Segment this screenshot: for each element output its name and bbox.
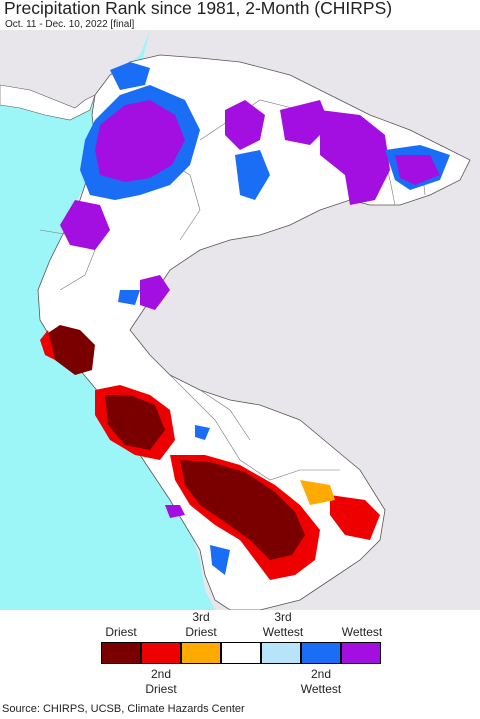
dry-anomaly-south: [40, 325, 380, 580]
source-credit: Source: CHIRPS, UCSB, Climate Hazards Ce…: [2, 703, 245, 715]
legend-label-3rd-wettest: 3rd Wettest: [262, 610, 304, 639]
legend-label-2nd-wettest: 2nd Wettest: [300, 667, 342, 696]
wet-anomaly-north: [60, 62, 450, 310]
central-america-land: [0, 30, 150, 108]
legend-label-wettest: Wettest: [341, 625, 383, 639]
panama-land: [0, 84, 96, 121]
legend-swatch-3rd-wettest: [261, 642, 301, 664]
legend-swatch-2nd-wettest: [301, 642, 341, 664]
legend-swatch-normal: [221, 642, 261, 664]
legend-label-driest: Driest: [105, 625, 137, 639]
legend-swatch-driest: [101, 642, 141, 664]
legend-label-3rd-driest: 3rd Driest: [185, 610, 217, 639]
legend-swatch-2nd-driest: [141, 642, 181, 664]
legend-swatch-3rd-driest: [181, 642, 221, 664]
precipitation-map: [0, 30, 480, 610]
map-subtitle: Oct. 11 - Dec. 10, 2022 [final]: [5, 19, 135, 30]
legend-label-2nd-driest: 2nd Driest: [145, 667, 177, 696]
legend-swatch-wettest: [341, 642, 381, 664]
map-title: Precipitation Rank since 1981, 2-Month (…: [4, 0, 393, 18]
